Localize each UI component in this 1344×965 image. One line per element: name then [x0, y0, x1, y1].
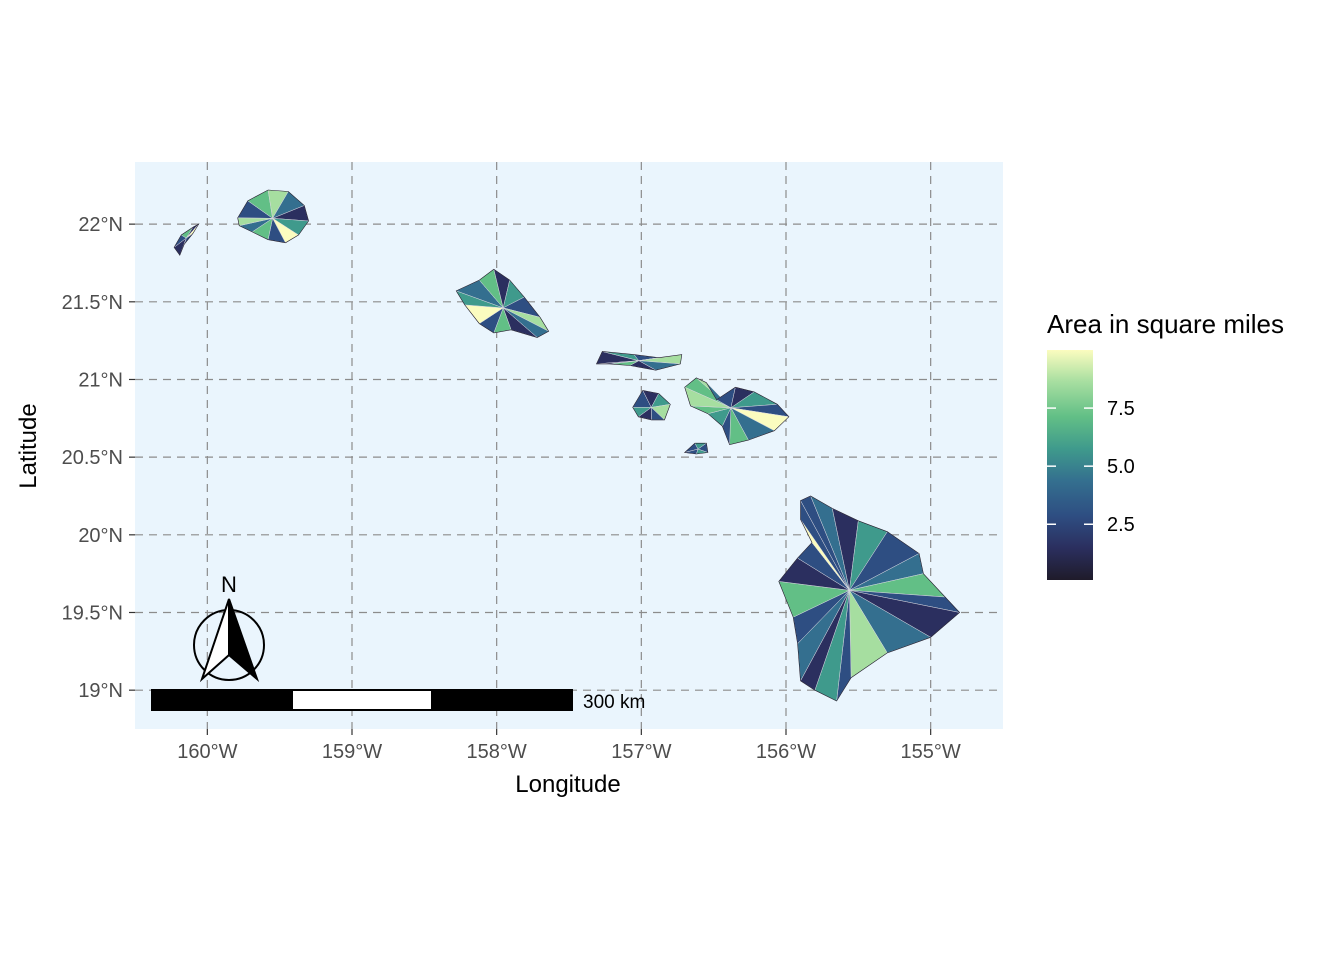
island-niihau	[173, 223, 200, 256]
y-axis-title: Latitude	[15, 403, 42, 488]
legend-tick-label-1: 5.0	[1107, 456, 1135, 478]
island-molokai	[596, 351, 683, 371]
legend-colorbar	[1047, 350, 1093, 580]
island-oahu	[455, 268, 550, 338]
legend-tick-label-2: 2.5	[1107, 514, 1135, 536]
coastline-oahu	[455, 268, 550, 338]
coastline-kahoolawe	[684, 442, 709, 455]
scale-bar-label: 300 km	[583, 692, 645, 713]
coastline-kauai	[237, 189, 309, 244]
legend-title: Area in square miles	[1047, 309, 1284, 339]
coastline-hawaii	[778, 495, 961, 702]
y-tick-label-2: 21°N	[78, 369, 123, 391]
y-axis-ticks: 22°N 21.5°N 21°N 20.5°N 20°N 19.5°N 19°N	[62, 214, 135, 702]
legend-ticks: 7.5 5.0 2.5	[1047, 398, 1135, 536]
x-tick-label-3: 157°W	[611, 741, 671, 763]
x-axis-title: Longitude	[515, 771, 620, 798]
scale-segment-3	[431, 689, 573, 711]
x-tick-label-2: 158°W	[467, 741, 527, 763]
coastline-lanai	[632, 390, 671, 421]
island-lanai	[632, 390, 671, 421]
x-tick-label-5: 155°W	[901, 741, 961, 763]
x-tick-label-1: 159°W	[322, 741, 382, 763]
island-kahoolawe	[684, 442, 709, 455]
legend-tick-label-0: 7.5	[1107, 398, 1135, 420]
island-kauai	[237, 189, 309, 244]
arrow-right-half-icon	[228, 598, 260, 683]
y-tick-label-6: 19°N	[78, 680, 123, 702]
island-layer	[173, 189, 961, 702]
scale-segment-2	[291, 689, 433, 711]
y-tick-label-3: 20.5°N	[62, 447, 123, 469]
x-axis-ticks: 160°W 159°W 158°W 157°W 156°W 155°W	[177, 729, 961, 763]
north-arrow: N	[193, 572, 265, 683]
coastline-molokai	[596, 351, 683, 371]
scale-segment-1	[151, 689, 293, 711]
island-hawaii	[778, 495, 961, 702]
coastline-maui	[684, 377, 790, 446]
y-tick-label-1: 21.5°N	[62, 292, 123, 314]
legend: Area in square miles 7.5 5.0 2.5	[1047, 309, 1284, 580]
x-tick-label-4: 156°W	[756, 741, 816, 763]
y-tick-label-5: 19.5°N	[62, 602, 123, 624]
y-tick-label-0: 22°N	[78, 214, 123, 236]
island-maui	[684, 377, 790, 446]
coastline-niihau	[173, 223, 200, 256]
x-tick-label-0: 160°W	[177, 741, 237, 763]
north-arrow-label: N	[221, 572, 237, 597]
y-tick-label-4: 20°N	[78, 525, 123, 547]
scale-bar: 300 km	[151, 689, 645, 713]
